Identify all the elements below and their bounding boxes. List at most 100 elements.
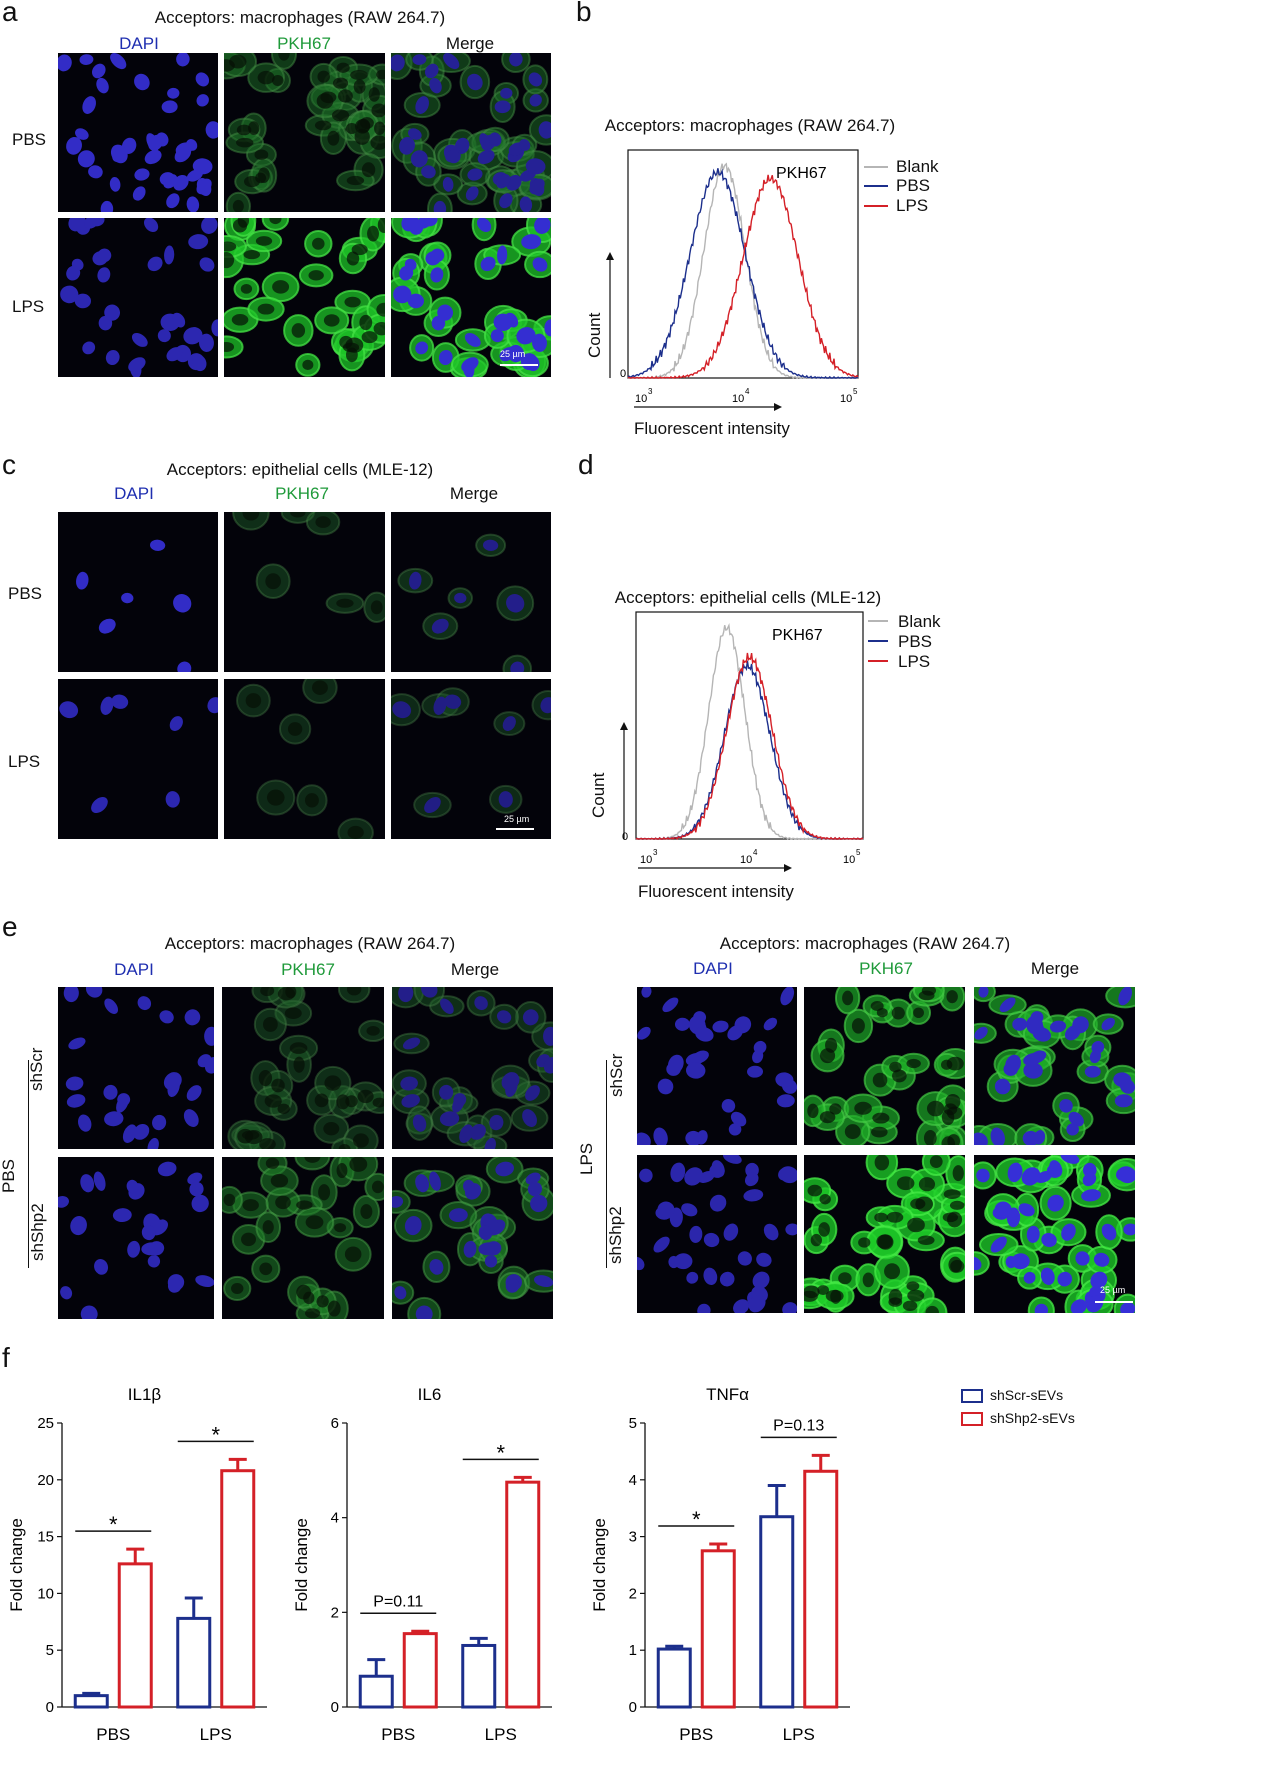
row-pbs-c: PBS [8,584,43,603]
bar [117,1562,153,1709]
hist-curve-blank-d [635,622,864,840]
category-label: PBS [96,1725,130,1744]
significance-label: * [692,1507,701,1532]
group-bracket-pbs-e [28,1060,29,1268]
scale-bar-e [1095,1301,1133,1303]
micrograph-c-lps-dapi [58,679,218,839]
y-tick-label: 5 [46,1642,54,1659]
col-merge-c: Merge [449,484,499,503]
micrograph-e-lps-shscr-merge [974,987,1135,1145]
bar [759,1515,795,1709]
zero-tick-b: 0 [620,368,626,380]
col-pkh67-e-right: PKH67 [859,959,913,978]
col-merge-e-left: Merge [450,960,500,979]
col-pkh67-a: PKH67 [277,34,331,53]
col-merge-e-right: Merge [1030,959,1080,978]
y-tick-label: 6 [331,1415,339,1432]
significance-label: * [109,1512,118,1537]
chart-title: TNFα [706,1385,749,1404]
panel-b-title: Acceptors: macrophages (RAW 264.7) [604,116,896,135]
micrograph-c-lps-pkh67 [224,679,385,839]
micrograph-c-pbs-dapi [58,512,218,672]
bar-chart-il1b: IL1β 0 5 10 15 20 25 Fold change PBS * LPS * [7,1385,267,1744]
bar [505,1480,541,1709]
zero-tick-d: 0 [622,831,628,843]
legend-lps-b: LPS [896,196,929,215]
category-label: LPS [783,1725,815,1744]
micrograph-a-lps-merge [391,218,551,377]
y-axis-label: Fold change [292,1518,311,1612]
histogram-d: 0 10 3 10 4 10 5 PKH67 [620,611,888,872]
panel-letter-f: f [2,1342,10,1373]
tick-1e5-exp-b: 5 [853,387,858,396]
scale-bar-a [500,364,538,366]
micrograph-c-pbs-pkh67 [224,512,385,672]
y-tick-label: 1 [629,1642,637,1659]
panel-c-title: Acceptors: epithelial cells (MLE-12) [166,460,434,479]
y-axis-label: Fold change [590,1518,609,1612]
panel-a-title: Acceptors: macrophages (RAW 264.7) [154,8,446,27]
ylabel-b: Count [585,312,604,358]
row-shshp2-e-right: shShp2 [606,1206,625,1264]
col-dapi-c: DAPI [114,484,154,503]
micrograph-a-pbs-merge [391,53,551,212]
tick-1e4-base-b: 10 [732,393,744,405]
significance-label: * [496,1440,505,1465]
legend-blank-d: Blank [898,612,941,631]
scale-bar-c [496,828,534,830]
hist-frame-d [635,611,864,840]
legend-pbs-d: PBS [898,632,933,651]
marker-label-b: PKH67 [776,165,827,182]
xlabel-d: Fluorescent intensity [638,882,794,901]
micrograph-a-lps-dapi [58,218,218,377]
bar [73,1694,109,1709]
micrograph-e-lps-shscr-pkh67 [804,987,965,1145]
row-lps-c: LPS [8,752,41,771]
significance-label: P=0.11 [373,1593,423,1610]
panel-letter-d: d [578,449,594,480]
col-pkh67-e-left: PKH67 [281,960,335,979]
panel-letter-e: e [2,911,18,942]
group-lps-e: LPS [577,1142,596,1175]
tick-1e4-base-d: 10 [740,854,752,866]
y-tick-label: 4 [331,1510,339,1527]
histogram-b: 0 10 3 10 4 10 5 PKH67 [606,149,888,411]
micrograph-c-lps-merge [391,679,551,839]
panel-letter-b: b [576,0,592,27]
row-shshp2-e-left: shShp2 [28,1203,47,1261]
y-tick-label: 25 [37,1415,54,1432]
group-pbs-e: PBS [0,1158,18,1193]
tick-1e3-base-d: 10 [640,854,652,866]
scale-label-e: 25 µm [1100,1285,1126,1295]
hist-curve-pbs-b [627,168,859,379]
micrograph-c-pbs-merge [391,512,551,672]
bar [656,1647,692,1709]
hist-curve-lps-b [627,174,859,379]
bar [176,1616,212,1709]
panel-letter-c: c [2,449,16,480]
bar [700,1549,736,1709]
hist-curve-lps-d [635,652,864,841]
y-tick-label: 3 [629,1529,637,1546]
panel-d-title: Acceptors: epithelial cells (MLE-12) [614,588,882,607]
x-arrowhead-b [774,403,782,411]
category-label: LPS [200,1725,232,1744]
category-label: LPS [485,1725,517,1744]
micrograph-e-pbs-shshp2-dapi [58,1157,214,1319]
chart-title: IL6 [418,1385,442,1404]
significance-label: * [211,1422,220,1447]
micrograph-e-pbs-shscr-dapi [58,987,214,1149]
row-pbs-a: PBS [12,130,47,149]
micrograph-e-pbs-shshp2-pkh67 [222,1157,384,1319]
y-tick-label: 0 [46,1699,54,1716]
col-dapi-a: DAPI [119,34,159,53]
micrograph-a-pbs-pkh67 [224,53,385,212]
legend-lps-d: LPS [898,652,931,671]
micrograph-e-pbs-shscr-pkh67 [222,987,384,1149]
y-arrowhead-d [620,722,628,730]
bar [803,1469,839,1709]
chart-title: IL1β [128,1385,162,1404]
legend-label-shshp2-f: shShp2-sEVs [990,1410,1075,1426]
hist-frame-b [627,149,859,379]
